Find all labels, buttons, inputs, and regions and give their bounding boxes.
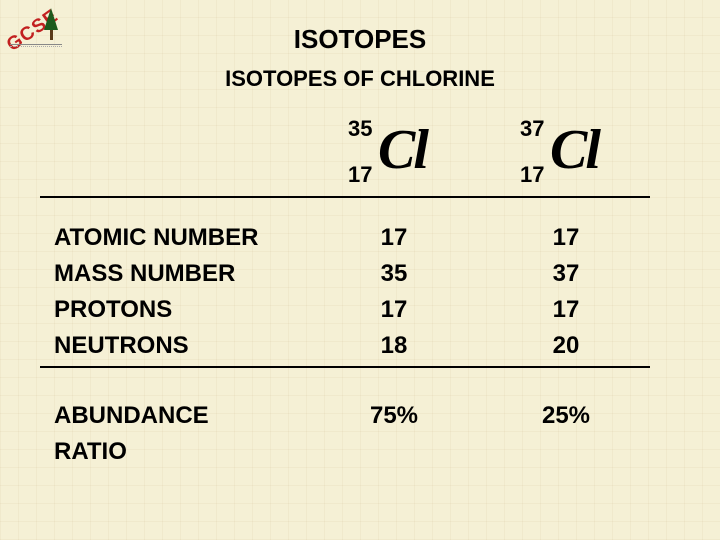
table-cell: 35 (344, 256, 444, 292)
divider-1 (40, 196, 650, 198)
atomic-number-2: 17 (520, 162, 544, 188)
page-title: ISOTOPES (0, 24, 720, 55)
element-symbol-2: Cl (550, 118, 599, 182)
table-cell: 37 (516, 256, 616, 292)
label-atomic-number: ATOMIC NUMBER (54, 220, 258, 256)
table-cell: 20 (516, 328, 616, 364)
table-cell: 17 (516, 292, 616, 328)
label-protons: PROTONS (54, 292, 258, 328)
row-labels-section-1: ATOMIC NUMBER MASS NUMBER PROTONS NEUTRO… (54, 220, 258, 364)
values-col1-section-2: 75% (344, 398, 444, 434)
label-mass-number: MASS NUMBER (54, 256, 258, 292)
table-cell: 75% (344, 398, 444, 434)
values-col1-section-1: 17 35 17 18 (344, 220, 444, 364)
label-neutrons: NEUTRONS (54, 328, 258, 364)
mass-number-1: 35 (348, 116, 372, 142)
values-col2-section-2: 25% (516, 398, 616, 434)
page-subtitle: ISOTOPES OF CHLORINE (0, 66, 720, 92)
row-labels-section-2: ABUNDANCE RATIO (54, 398, 209, 470)
label-abundance: ABUNDANCE (54, 398, 209, 434)
element-symbol-1: Cl (378, 118, 427, 182)
divider-2 (40, 366, 650, 368)
table-cell: 25% (516, 398, 616, 434)
isotope-symbol-2: 37 17 Cl (520, 112, 660, 192)
atomic-number-1: 17 (348, 162, 372, 188)
values-col2-section-1: 17 37 17 20 (516, 220, 616, 364)
table-cell: 17 (344, 220, 444, 256)
table-cell: 17 (344, 292, 444, 328)
table-cell: 17 (516, 220, 616, 256)
table-cell: 18 (344, 328, 444, 364)
isotope-symbol-1: 35 17 Cl (348, 112, 488, 192)
label-ratio: RATIO (54, 434, 209, 470)
mass-number-2: 37 (520, 116, 544, 142)
